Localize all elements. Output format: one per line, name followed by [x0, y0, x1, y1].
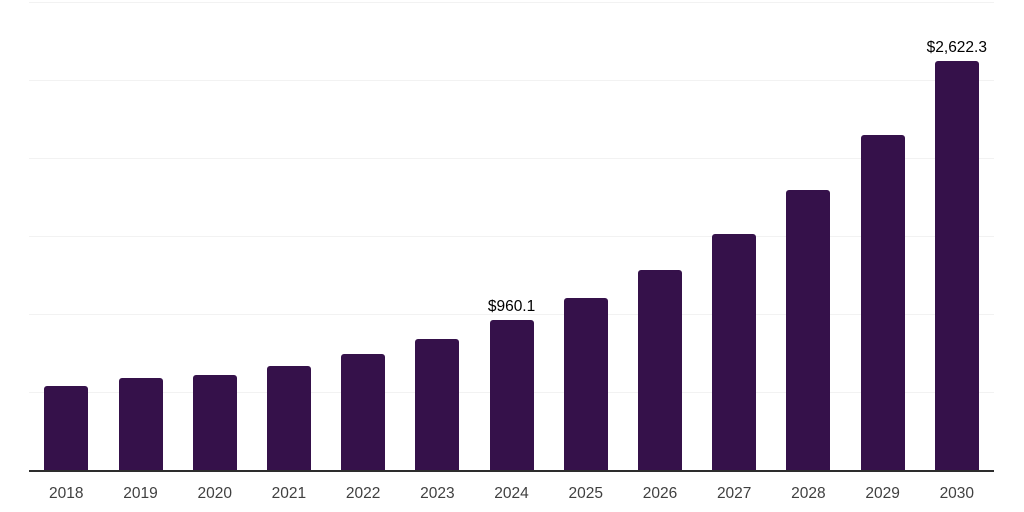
- x-tick-2027: 2027: [716, 485, 752, 502]
- x-tick-2025: 2025: [568, 485, 603, 502]
- data-label-2030: $2,622.3: [926, 38, 987, 56]
- bar-2022[interactable]: [341, 353, 386, 470]
- x-tick-2030: 2030: [939, 485, 975, 502]
- x-tick-2019: 2019: [123, 485, 158, 502]
- x-tick-2021: 2021: [271, 485, 307, 502]
- x-tick-2028: 2028: [791, 485, 826, 502]
- x-tick-2029: 2029: [865, 485, 900, 502]
- bar-2020[interactable]: [192, 375, 237, 470]
- x-axis-line: [29, 470, 994, 472]
- gridline-2500: [29, 80, 994, 81]
- data-label-2024: $960.1: [487, 298, 536, 316]
- gridline-2000: [29, 158, 994, 159]
- bar-2024[interactable]: [489, 320, 534, 470]
- bar-2025[interactable]: [563, 297, 608, 470]
- bar-2029[interactable]: [860, 134, 905, 470]
- bar-2030[interactable]: [934, 60, 979, 470]
- bar-2027[interactable]: [712, 234, 757, 470]
- gridline-1500: [29, 236, 994, 237]
- x-tick-2018: 2018: [49, 485, 84, 502]
- x-tick-2026: 2026: [642, 485, 678, 502]
- bar-2028[interactable]: [786, 190, 831, 470]
- x-tick-2023: 2023: [420, 485, 455, 502]
- bar-2021[interactable]: [266, 366, 311, 470]
- x-tick-2020: 2020: [197, 485, 232, 502]
- gridline-3000: [29, 2, 994, 3]
- x-tick-2022: 2022: [345, 485, 381, 502]
- bar-2023[interactable]: [415, 338, 460, 470]
- x-tick-2024: 2024: [494, 485, 529, 502]
- bar-2026[interactable]: [637, 270, 682, 470]
- bar-2018[interactable]: [44, 386, 89, 470]
- bar-2019[interactable]: [118, 378, 163, 470]
